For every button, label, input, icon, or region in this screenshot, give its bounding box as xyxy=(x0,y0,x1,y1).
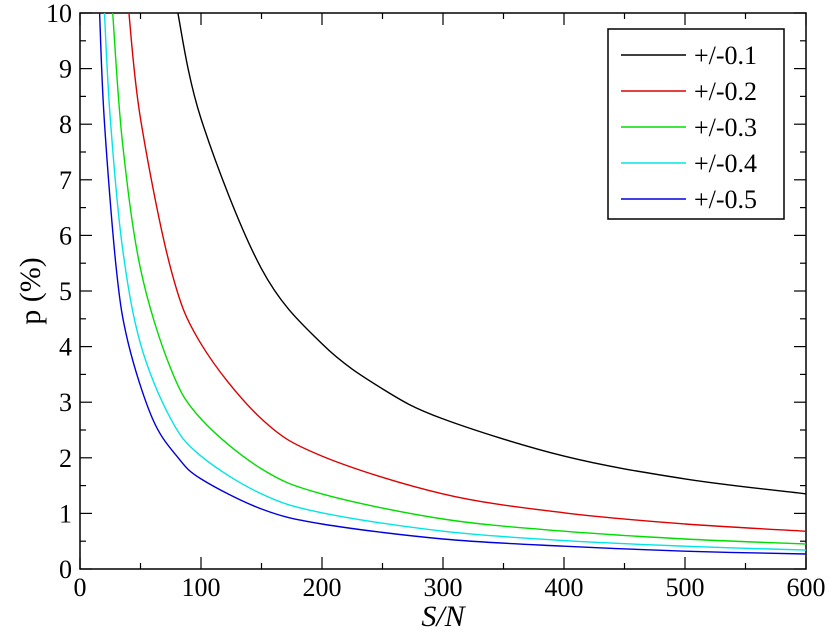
legend-label: +/-0.2 xyxy=(694,77,757,106)
y-tick-label: 10 xyxy=(46,0,72,28)
x-tick-label: 0 xyxy=(74,573,87,602)
legend: +/-0.1 +/-0.2 +/-0.3 +/-0.4 +/-0.5 xyxy=(607,28,785,220)
x-tick-label: 600 xyxy=(787,573,826,602)
x-tick-label: 300 xyxy=(424,573,463,602)
y-tick-label: 1 xyxy=(59,499,72,528)
y-tick-label: 6 xyxy=(59,221,72,250)
legend-box xyxy=(607,28,785,220)
x-tick-label: 500 xyxy=(666,573,705,602)
axis-ticks xyxy=(79,12,807,570)
legend-label: +/-0.5 xyxy=(694,185,757,214)
y-tick-label: 5 xyxy=(59,277,72,306)
x-tick-label: 200 xyxy=(303,573,342,602)
legend-label: +/-0.1 xyxy=(694,41,757,70)
legend-label: +/-0.4 xyxy=(694,149,757,178)
series-line xyxy=(177,13,806,495)
series-line xyxy=(98,13,806,555)
x-tick-labels: 0 100 200 300 400 500 600 xyxy=(74,573,826,602)
series-line xyxy=(128,13,806,532)
x-axis-title: S/N xyxy=(421,600,466,631)
legend-label: +/-0.3 xyxy=(694,113,757,142)
y-tick-label: 3 xyxy=(59,388,72,417)
series-lines xyxy=(98,13,806,555)
y-tick-labels: 0 1 2 3 4 5 6 7 8 9 10 xyxy=(46,0,72,584)
x-tick-label: 100 xyxy=(182,573,221,602)
y-tick-label: 0 xyxy=(59,555,72,584)
y-tick-label: 2 xyxy=(59,444,72,473)
y-tick-label: 4 xyxy=(59,333,72,362)
y-tick-label: 9 xyxy=(59,55,72,84)
y-axis-title: p (%) xyxy=(14,257,47,324)
y-tick-label: 8 xyxy=(59,110,72,139)
series-line xyxy=(103,13,806,551)
y-tick-label: 7 xyxy=(59,166,72,195)
series-line xyxy=(112,13,806,545)
x-tick-label: 400 xyxy=(545,573,584,602)
